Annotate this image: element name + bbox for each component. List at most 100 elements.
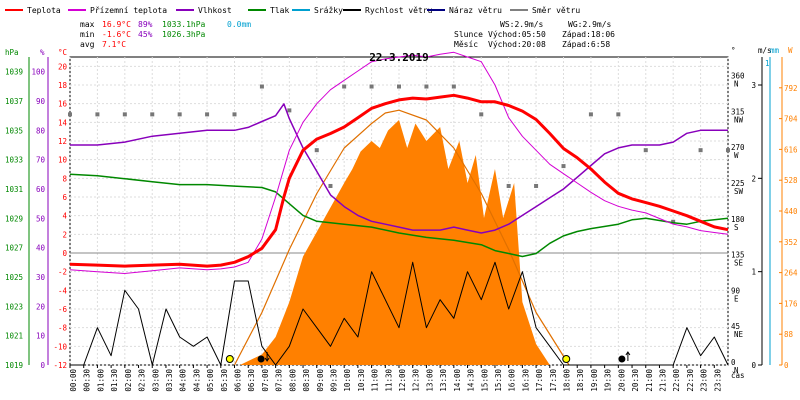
tick-label-temp: 12 bbox=[58, 137, 67, 146]
wind-direction-point bbox=[451, 84, 456, 89]
moonrise-time: Východ:20:08 bbox=[488, 40, 546, 49]
tick-label-humidity: 0 bbox=[40, 361, 45, 370]
stats-min-pressure: 1026.3hPa bbox=[162, 30, 206, 39]
tick-label-w: 440 bbox=[784, 207, 798, 216]
wind-direction-point bbox=[314, 148, 319, 153]
tick-label-direction-name: NW bbox=[734, 115, 744, 124]
series-temperature-line bbox=[69, 93, 729, 268]
tick-label-time: 08:30 bbox=[302, 369, 311, 392]
tick-label-temp: -4 bbox=[58, 286, 68, 295]
tick-label-time: 19:30 bbox=[604, 369, 613, 392]
tick-label-temp: 16 bbox=[58, 100, 68, 109]
wind-direction-point bbox=[342, 84, 347, 89]
moon-label: Měsíc bbox=[454, 40, 478, 49]
tick-label-direction-deg: 225 bbox=[731, 179, 745, 188]
tick-label-time: 23:30 bbox=[713, 369, 722, 392]
tick-label-hpa: 1019 bbox=[5, 361, 23, 370]
tick-label-humidity: 100 bbox=[31, 68, 45, 77]
tick-label-time: 12:30 bbox=[412, 369, 421, 392]
axis-title-w: W bbox=[788, 46, 793, 55]
legend-label: Rychlost větru bbox=[365, 6, 433, 15]
tick-label-time: 05:00 bbox=[206, 369, 215, 392]
tick-label-time: 15:30 bbox=[494, 369, 503, 392]
moonrise-marker bbox=[618, 355, 626, 363]
tick-label-time: 03:30 bbox=[165, 369, 174, 392]
wind-direction-point bbox=[671, 219, 676, 224]
tick-label-direction-deg: 0 bbox=[731, 358, 736, 367]
right-axes: °360N315NW270W225SW180S135SE90E45NE0Nm/s… bbox=[731, 46, 798, 375]
tick-label-time: 20:00 bbox=[617, 369, 626, 392]
tick-label-time: 11:00 bbox=[371, 369, 380, 392]
series-pressure-line bbox=[69, 173, 729, 258]
tick-label-time: 23:00 bbox=[700, 369, 709, 392]
tick-label-direction-name: N bbox=[734, 80, 739, 89]
tick-label-time: 21:00 bbox=[645, 369, 654, 392]
tick-label-humidity: 10 bbox=[36, 332, 46, 341]
tick-label-direction-deg: 315 bbox=[731, 107, 745, 116]
tick-label-ms: 3 bbox=[751, 81, 756, 90]
tick-label-time: 18:00 bbox=[563, 369, 572, 392]
legend-label: Přízemní teplota bbox=[90, 6, 167, 15]
stats-max-pressure: 1033.1hPa bbox=[162, 20, 206, 29]
tick-label-time: 22:00 bbox=[672, 369, 681, 392]
time-axis: 00:00 00:30 01:00 01:30 02:00 02:30 03:00 03:30… bbox=[69, 365, 745, 392]
tick-label-hpa: 1031 bbox=[5, 185, 23, 194]
tick-label-humidity: 60 bbox=[36, 185, 46, 194]
tick-label-time: 01:30 bbox=[110, 369, 119, 392]
tick-label-direction-deg: 45 bbox=[731, 322, 740, 331]
tick-label-time: 11:30 bbox=[384, 369, 393, 392]
wind-direction-point bbox=[726, 148, 730, 153]
tick-label-time: 07:00 bbox=[261, 369, 270, 392]
tick-label-time: 06:00 bbox=[234, 369, 243, 392]
tick-label-time: 02:30 bbox=[138, 369, 147, 392]
tick-label-time: 05:30 bbox=[220, 369, 229, 392]
tick-label-direction-name: SW bbox=[734, 187, 744, 196]
tick-label-time: 10:30 bbox=[357, 369, 366, 392]
wind-direction-point bbox=[561, 164, 566, 169]
tick-label-w: 352 bbox=[784, 238, 798, 247]
series-wind-speed-line bbox=[70, 261, 729, 366]
tick-label-hpa: 1035 bbox=[5, 126, 23, 135]
tick-label-temp: 18 bbox=[58, 81, 68, 90]
tick-label-direction-name: E bbox=[734, 294, 739, 303]
legend-label: Náraz větru bbox=[449, 6, 502, 15]
wind-direction-point bbox=[698, 148, 703, 153]
tick-label-time: 01:00 bbox=[96, 369, 105, 392]
wind-direction-point bbox=[287, 108, 292, 113]
tick-label-direction-deg: 180 bbox=[731, 215, 745, 224]
tick-label-hpa: 1025 bbox=[5, 273, 23, 282]
series-radiation-theoretical-line bbox=[233, 109, 570, 366]
tick-label-temp: 20 bbox=[58, 62, 68, 71]
tick-label-temp: 8 bbox=[62, 174, 67, 183]
tick-label-temp: -8 bbox=[58, 324, 68, 333]
tick-label-time: 16:00 bbox=[508, 369, 517, 392]
tick-label-w: 0 bbox=[784, 361, 789, 370]
tick-label-hpa: 1023 bbox=[5, 302, 23, 311]
tick-label-time: 02:00 bbox=[124, 369, 133, 392]
wind-direction-point bbox=[369, 84, 374, 89]
sun-label: Slunce bbox=[454, 30, 483, 39]
wind-direction-point bbox=[534, 183, 539, 188]
tick-label-w: 88 bbox=[784, 330, 794, 339]
legend-label: Tlak bbox=[270, 6, 289, 15]
tick-label-temp: -10 bbox=[53, 342, 67, 351]
axis-title-direction: ° bbox=[731, 46, 736, 55]
stats-min-temp: -1.6°C bbox=[102, 30, 131, 39]
tick-label-temp: -6 bbox=[58, 305, 68, 314]
wind-direction-point bbox=[232, 112, 237, 117]
wind-direction-point bbox=[397, 84, 401, 89]
tick-label-temp: 10 bbox=[58, 156, 68, 165]
tick-label-direction-name: NE bbox=[734, 330, 744, 339]
tick-label-direction-deg: 360 bbox=[731, 72, 745, 81]
tick-label-hpa: 1029 bbox=[5, 214, 23, 223]
tick-label-hpa: 1039 bbox=[5, 68, 23, 77]
wind-direction-point bbox=[150, 112, 155, 117]
wind-direction-point bbox=[616, 112, 621, 117]
tick-label-temp: 2 bbox=[62, 230, 67, 239]
tick-label-hpa: 1021 bbox=[5, 332, 23, 341]
tick-label-temp: 14 bbox=[58, 118, 68, 127]
tick-label-ms: 1 bbox=[751, 268, 756, 277]
tick-label-time: 15:00 bbox=[480, 369, 489, 392]
wind-direction-point bbox=[328, 183, 333, 188]
